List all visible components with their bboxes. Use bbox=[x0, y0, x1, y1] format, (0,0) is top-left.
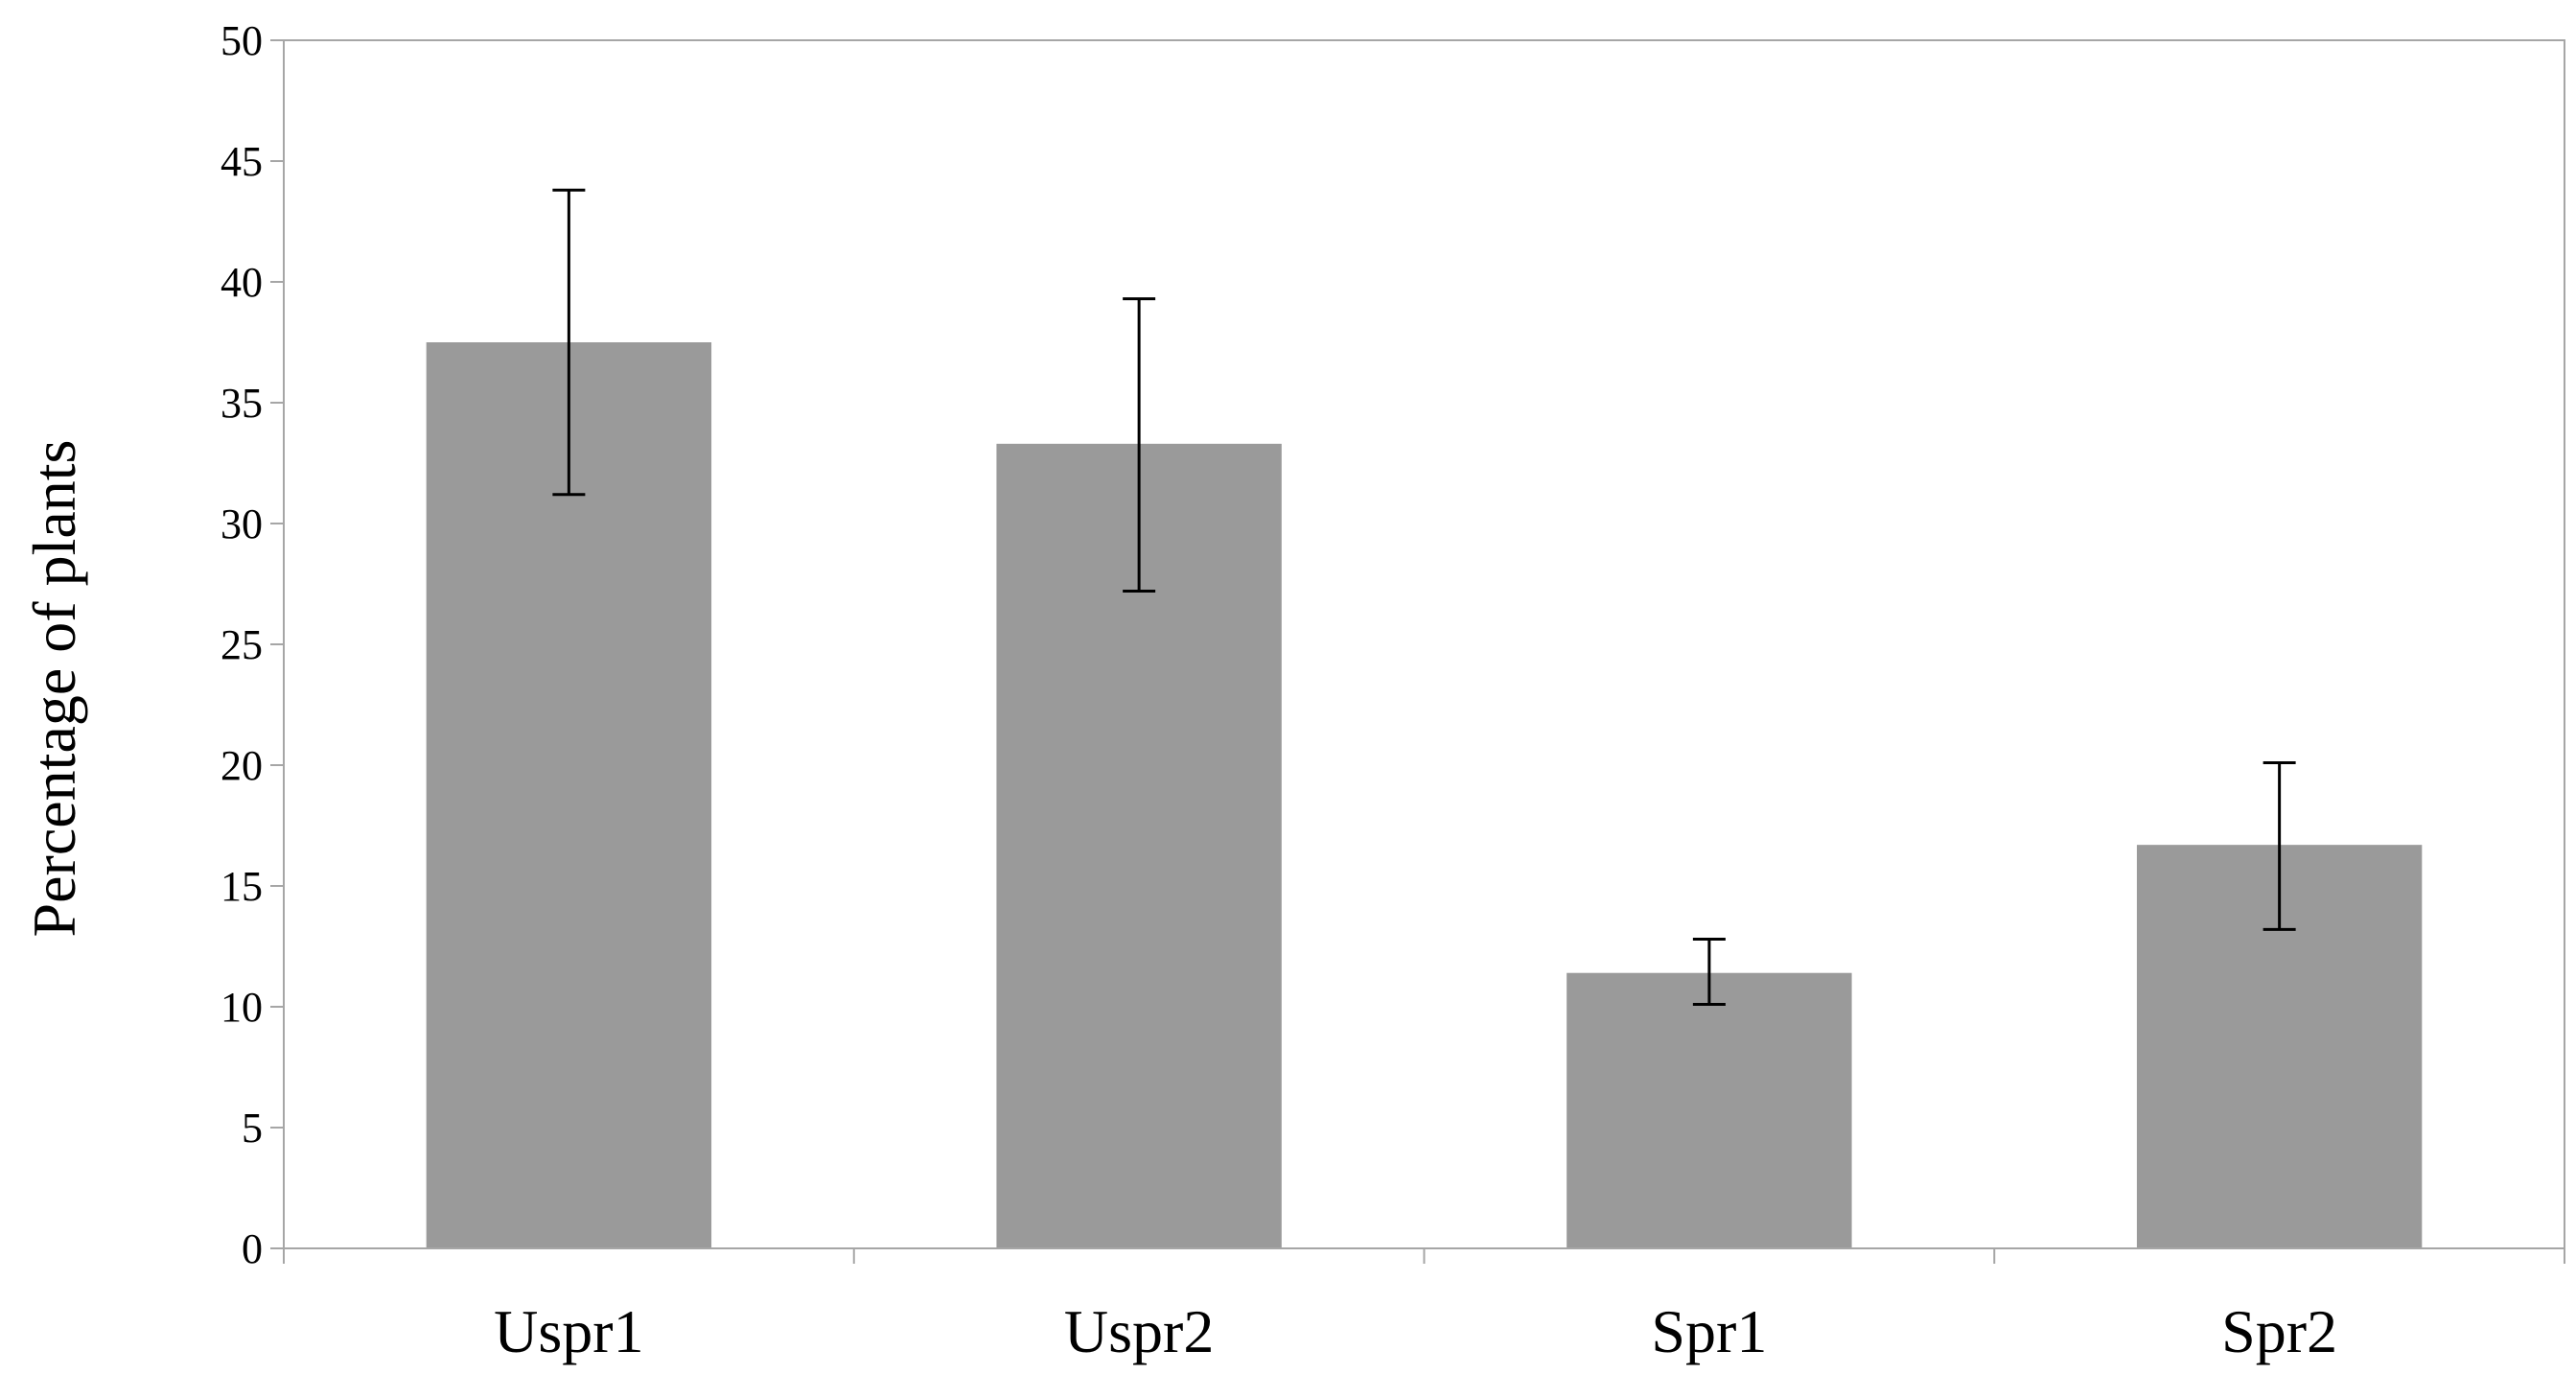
bar-spr1 bbox=[1566, 972, 1852, 1248]
error-bar-spr1 bbox=[1692, 937, 1726, 1006]
y-tick-label: 25 bbox=[220, 621, 263, 668]
y-tick-label: 15 bbox=[220, 863, 263, 910]
y-tick-label: 35 bbox=[220, 380, 263, 427]
y-tick-label: 50 bbox=[220, 17, 263, 64]
y-tick-label: 30 bbox=[220, 501, 263, 547]
error-bar-spr2 bbox=[2263, 760, 2296, 931]
x-category-label: Spr2 bbox=[2221, 1297, 2337, 1365]
y-tick-label: 20 bbox=[220, 742, 263, 789]
error-bars-group bbox=[552, 188, 2296, 1006]
y-axis-title: Percentage of plants bbox=[20, 440, 88, 938]
x-category-label: Uspr1 bbox=[494, 1297, 643, 1365]
y-tick-label: 40 bbox=[220, 259, 263, 306]
error-bar-uspr2 bbox=[1123, 297, 1156, 594]
y-tick-label: 10 bbox=[220, 984, 263, 1031]
y-tick-label: 5 bbox=[242, 1105, 263, 1152]
x-category-label: Uspr2 bbox=[1064, 1297, 1214, 1365]
bars-group bbox=[426, 342, 2423, 1249]
y-tick-label: 45 bbox=[220, 138, 263, 185]
y-tick-label: 0 bbox=[242, 1225, 263, 1272]
y-axis-ticks: 0 5 10 15 20 25 30 35 40 45 50 bbox=[220, 17, 284, 1272]
x-category-label: Spr1 bbox=[1651, 1297, 1767, 1365]
error-bar-uspr1 bbox=[552, 188, 586, 497]
x-axis-labels: Uspr1 Uspr2 Spr1 Spr2 bbox=[283, 1248, 2565, 1365]
